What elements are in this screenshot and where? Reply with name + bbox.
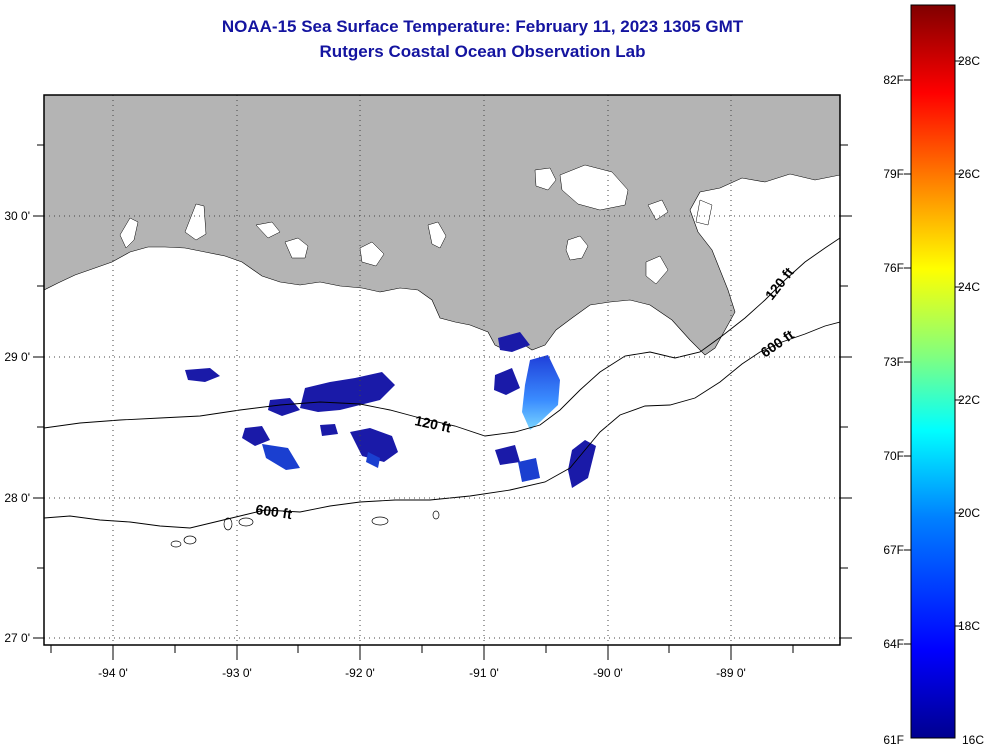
lake [534,167,557,191]
lake [255,221,281,239]
lake [184,203,207,241]
colorbar-c-label: 16C [962,733,984,747]
sst-patches [185,332,596,488]
lon-label: -94 0' [98,666,128,680]
axis-ticks [33,144,852,660]
contour-600ft [44,321,840,529]
lon-label: -90 0' [593,666,623,680]
colorbar-f-label: 82F [883,73,904,87]
colorbar-c-label: 22C [958,393,980,407]
lat-label: 27 0' [4,631,30,645]
colorbar-ticks [904,60,962,645]
map-border [43,94,841,646]
lake [695,199,713,226]
lake [427,221,447,249]
colorbar-c-label: 20C [958,506,980,520]
graticule [44,95,840,645]
lat-label: 29 0' [4,350,30,364]
lake [645,255,669,285]
colorbar-f-label: 79F [883,167,904,181]
lake [559,164,629,211]
contour-120ft [44,237,840,437]
lon-label: -92 0' [345,666,375,680]
colorbar-c-label: 24C [958,280,980,294]
lon-label: -91 0' [469,666,499,680]
colorbar-f-label: 64F [883,637,904,651]
colorbar-c-label: 28C [958,54,980,68]
reef-outlines [170,510,440,548]
lat-label: 30 0' [4,209,30,223]
lake [647,199,669,221]
lon-label: -89 0' [716,666,746,680]
colorbar-f-label: 73F [883,355,904,369]
colorbar-c-label: 18C [958,619,980,633]
lon-label: -93 0' [222,666,252,680]
map-subtitle: Rutgers Coastal Ocean Observation Lab [319,42,646,61]
lake [359,241,385,267]
colorbar-f-label: 61F [883,733,904,747]
colorbar-f-label: 76F [883,261,904,275]
colorbar-f-label: 70F [883,449,904,463]
depth-label: 600 ft [255,501,294,522]
map-title: NOAA-15 Sea Surface Temperature: Februar… [221,17,744,36]
lake [119,217,139,249]
lake [565,235,589,261]
depth-label: 120 ft [413,412,452,435]
colorbar-c-label: 26C [958,167,980,181]
color-bar [910,4,956,739]
colorbar-f-label: 67F [883,543,904,557]
lake [284,237,309,259]
lat-label: 28 0' [4,491,30,505]
